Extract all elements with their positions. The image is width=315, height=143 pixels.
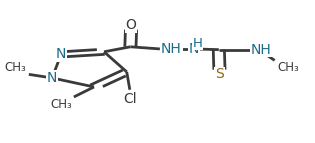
Text: S: S xyxy=(215,67,224,81)
Text: CH₃: CH₃ xyxy=(5,60,26,74)
Text: O: O xyxy=(126,18,136,32)
Text: N: N xyxy=(56,47,66,61)
Text: NH: NH xyxy=(251,43,272,57)
Text: Cl: Cl xyxy=(123,92,137,106)
Text: CH₃: CH₃ xyxy=(50,98,72,111)
Text: CH₃: CH₃ xyxy=(277,61,299,74)
Text: H: H xyxy=(193,37,203,50)
Text: N: N xyxy=(189,42,199,56)
Text: N: N xyxy=(47,71,57,85)
Text: NH: NH xyxy=(161,42,182,56)
